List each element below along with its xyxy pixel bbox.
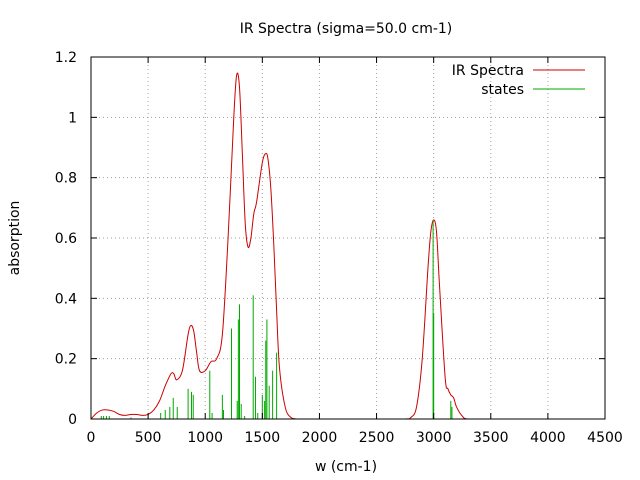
- x-tick-label: 2000: [302, 430, 338, 446]
- y-tick-label: 0.8: [55, 171, 77, 187]
- x-axis-label: w (cm-1): [315, 459, 377, 475]
- x-tick-label: 1000: [187, 430, 223, 446]
- y-tick-label: 0.6: [55, 231, 77, 247]
- y-tick-label: 0.4: [55, 291, 77, 307]
- y-axis-label: absorption: [7, 201, 23, 276]
- y-tick-labels: 0 0.2 0.4 0.6 0.8 1 1.2: [55, 50, 77, 428]
- ir-spectra-line: [90, 72, 605, 420]
- y-tick-label: 0.2: [55, 352, 77, 368]
- legend-label-states: states: [481, 82, 524, 98]
- x-tick-label: 1500: [245, 430, 281, 446]
- chart-title: IR Spectra (sigma=50.0 cm-1): [240, 21, 453, 37]
- states-series: [100, 219, 453, 419]
- x-tick-labels: 0 500 1000 1500 2000 2500 3000 3500 4000 4500: [87, 430, 623, 446]
- x-tick-label: 3500: [473, 430, 509, 446]
- y-tick-label: 1.2: [55, 50, 77, 66]
- x-tick-label: 4500: [587, 430, 623, 446]
- x-tick-label: 500: [135, 430, 162, 446]
- legend: IR Spectra states: [452, 63, 585, 98]
- y-tick-label: 0: [68, 412, 77, 428]
- x-tick-label: 4000: [530, 430, 566, 446]
- legend-label-ir-spectra: IR Spectra: [452, 63, 524, 79]
- x-tick-label: 0: [87, 430, 96, 446]
- x-tick-label: 2500: [359, 430, 395, 446]
- x-tick-label: 3000: [416, 430, 452, 446]
- y-tick-label: 1: [68, 110, 77, 126]
- gridlines: [91, 57, 605, 419]
- tick-marks: [90, 56, 606, 420]
